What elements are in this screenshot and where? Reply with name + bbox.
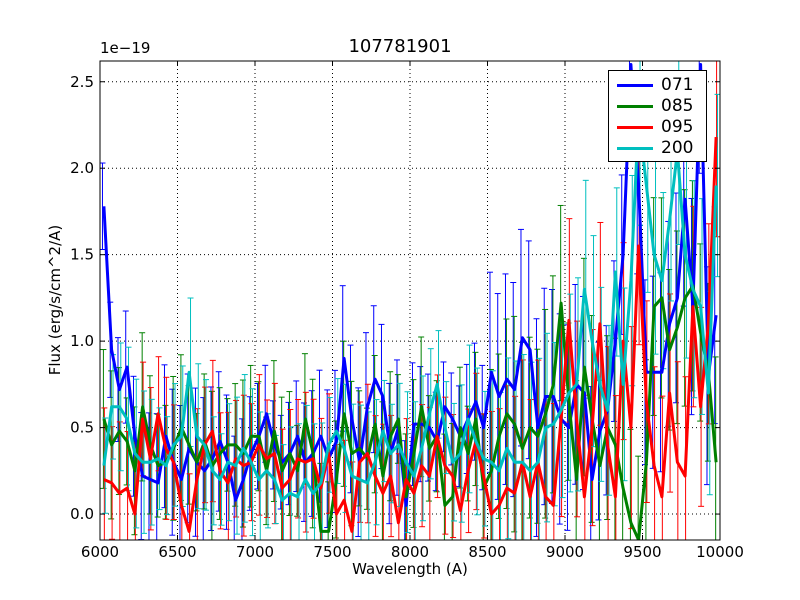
y-tick-label: 1.5 xyxy=(70,246,94,264)
legend-item-071: 071 xyxy=(617,75,693,95)
series-line-095 xyxy=(103,137,718,533)
series-line-071 xyxy=(102,63,718,507)
y-tick-label: 0.0 xyxy=(70,505,94,523)
legend-swatch xyxy=(617,146,653,150)
x-tick-label: 7500 xyxy=(313,543,351,561)
legend-swatch xyxy=(617,83,653,87)
x-tick-label: 8500 xyxy=(468,543,506,561)
legend: 071 085 095 200 xyxy=(608,70,707,162)
x-tick-label: 9000 xyxy=(546,543,584,561)
legend-label: 095 xyxy=(661,117,694,137)
y-tick-label: 2.0 xyxy=(70,159,94,177)
series-line-200 xyxy=(102,114,718,502)
x-tick-label: 6500 xyxy=(158,543,196,561)
legend-swatch xyxy=(617,125,653,129)
y-tick-label: 1.0 xyxy=(70,332,94,350)
legend-swatch xyxy=(617,104,653,108)
legend-label: 071 xyxy=(661,75,694,95)
y-tick-label: 0.5 xyxy=(70,419,94,437)
legend-item-085: 085 xyxy=(617,96,693,116)
legend-item-095: 095 xyxy=(617,117,693,137)
chart-title: 107781901 xyxy=(348,36,452,57)
x-tick-label: 7000 xyxy=(236,543,274,561)
y-axis-label: Flux (erg/s/cm^2/A) xyxy=(46,224,64,376)
y-tick-label: 2.5 xyxy=(70,73,94,91)
legend-label: 085 xyxy=(661,96,694,116)
x-tick-label: 6000 xyxy=(81,543,119,561)
legend-label: 200 xyxy=(661,138,694,158)
x-axis-label: Wavelength (A) xyxy=(352,560,468,578)
x-tick-label: 10000 xyxy=(696,543,744,561)
legend-item-200: 200 xyxy=(617,138,693,158)
x-tick-label: 9500 xyxy=(623,543,661,561)
x-tick-label: 8000 xyxy=(391,543,429,561)
y-offset-label: 1e−19 xyxy=(100,39,151,57)
